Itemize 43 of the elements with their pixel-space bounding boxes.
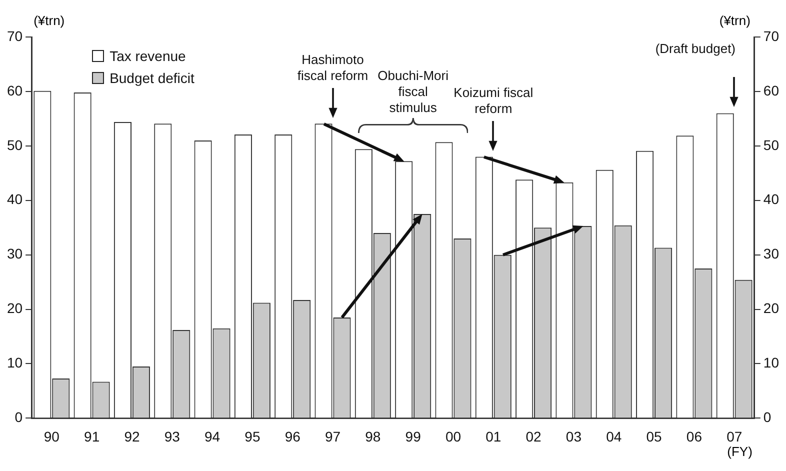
annotation: (Draft budget): [654, 41, 737, 58]
annotation: Koizumi fiscal reform: [452, 84, 534, 117]
y2-tick-label: 20: [763, 300, 780, 316]
x-tick-label: 97: [324, 428, 341, 444]
y-tick-label: 60: [6, 82, 23, 98]
y-tick-label: 30: [6, 246, 23, 262]
y2-axis-title: (¥trn): [719, 13, 750, 28]
x-tick-label: 96: [284, 428, 301, 444]
x-tick-label: 92: [124, 428, 140, 444]
y2-tick-label: 50: [763, 136, 780, 153]
x-tick-label: 94: [204, 428, 220, 444]
y-axis-title: (¥trn): [34, 13, 65, 28]
annotation: Hashimoto fiscal reform: [296, 52, 370, 84]
x-tick-label: 99: [405, 428, 422, 444]
x-tick-label: 02: [526, 428, 542, 444]
x-tick-label: 90: [44, 428, 60, 444]
x-tick-label: 05: [646, 428, 662, 444]
x-axis-title: (FY): [727, 444, 752, 460]
x-tick-label: 91: [84, 428, 100, 444]
y-tick-label: 40: [6, 191, 23, 208]
y-tick-label: 10: [6, 354, 23, 371]
annotation: Obuchi-Mori fiscal stimulus: [376, 68, 450, 116]
x-tick-label: 03: [566, 428, 582, 444]
legend-label: Budget deficit: [110, 69, 194, 88]
x-tick-label: 00: [445, 428, 462, 444]
x-tick-label: 07: [726, 428, 742, 444]
y-tick-label: 20: [6, 300, 23, 316]
y-tick-label: 70: [6, 28, 23, 44]
y2-tick-label: 0: [763, 409, 772, 426]
text: Tax revenue: [110, 47, 186, 66]
x-tick-label: 01: [486, 428, 502, 444]
x-tick-label: 06: [686, 428, 702, 444]
y2-tick-label: 30: [763, 246, 780, 262]
x-tick-label: 98: [365, 428, 381, 444]
x-tick-label: 04: [606, 428, 622, 444]
x-tick-label: 95: [244, 428, 260, 444]
y2-tick-label: 70: [763, 28, 780, 44]
y2-tick-label: 40: [763, 191, 780, 208]
y2-tick-label: 60: [763, 82, 780, 98]
y-tick-label: 0: [14, 409, 23, 426]
x-tick-label: 93: [164, 428, 180, 444]
y-tick-label: 50: [6, 136, 23, 153]
y2-tick-label: 10: [763, 354, 780, 371]
